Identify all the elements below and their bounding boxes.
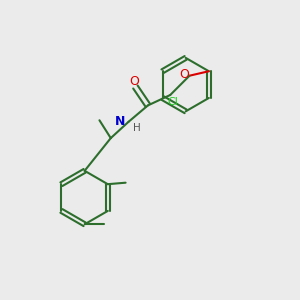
Text: O: O bbox=[179, 68, 189, 81]
Text: H: H bbox=[133, 123, 141, 133]
Text: N: N bbox=[115, 115, 126, 128]
Text: O: O bbox=[129, 74, 139, 88]
Text: Cl: Cl bbox=[167, 98, 178, 107]
